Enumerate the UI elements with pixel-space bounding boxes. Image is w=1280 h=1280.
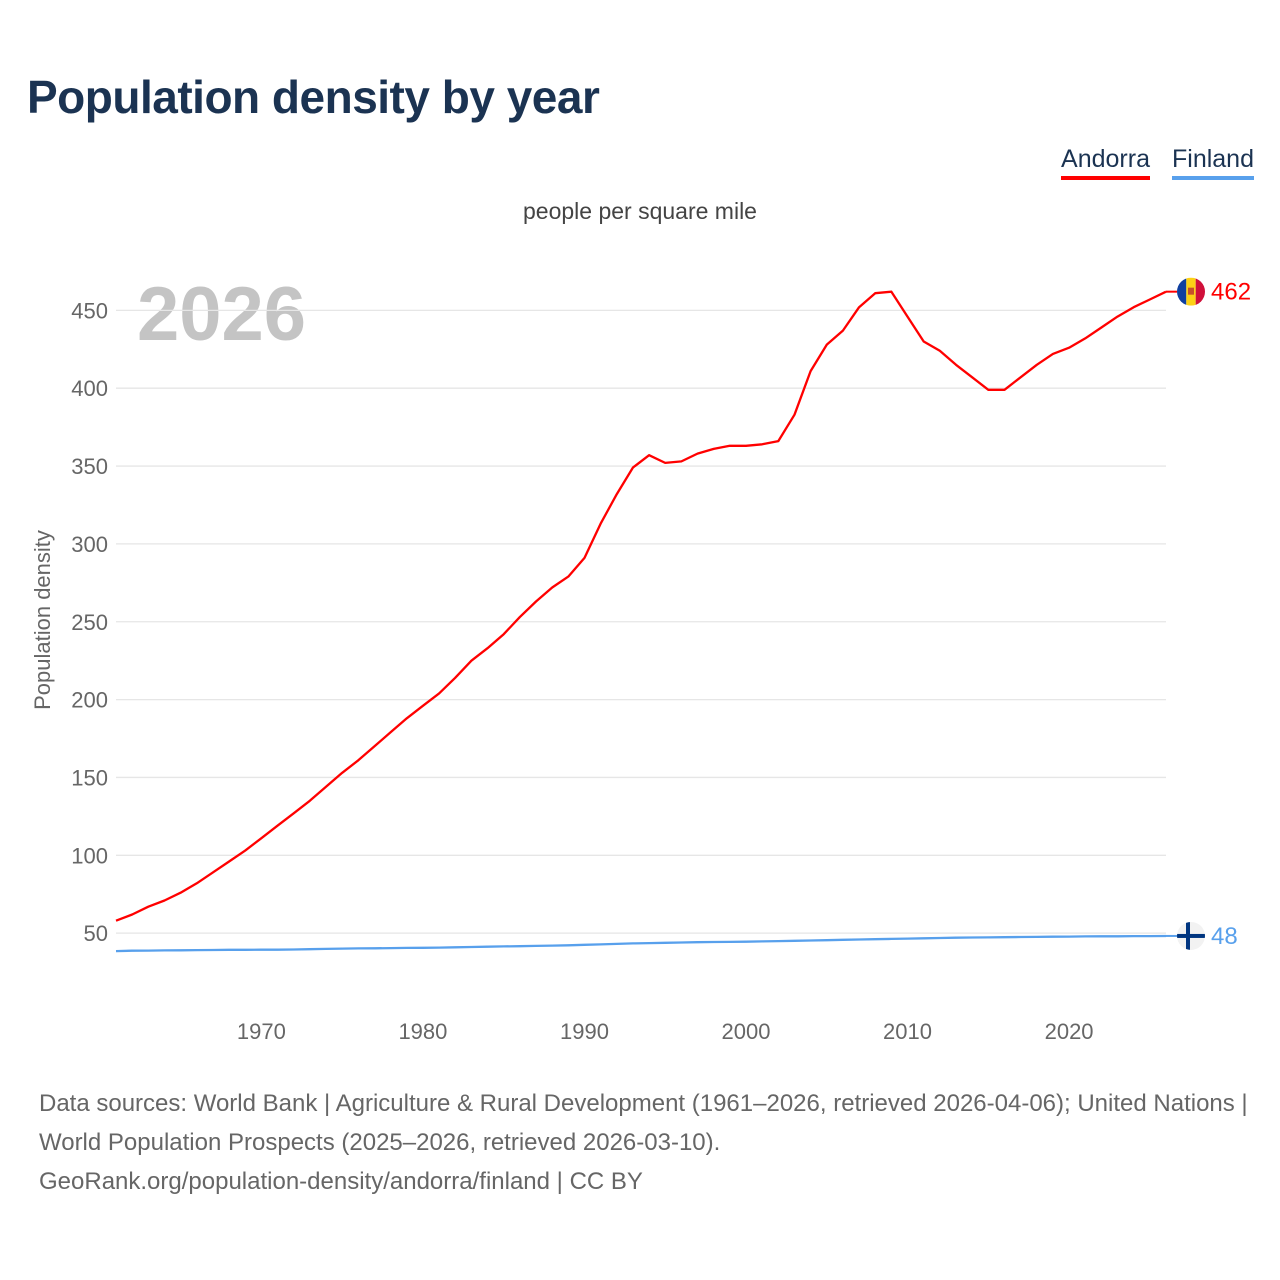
series-line-andorra <box>115 290 1167 922</box>
y-tick-label: 50 <box>84 921 108 946</box>
andorra-flag-icon <box>1177 277 1205 306</box>
y-tick-label: 350 <box>71 454 108 479</box>
y-tick-label: 100 <box>71 843 108 868</box>
series-line-finland <box>115 934 1167 953</box>
flag-cross <box>1186 921 1190 950</box>
y-tick-label: 150 <box>71 765 108 790</box>
flag-emblem <box>1188 287 1194 295</box>
y-tick-label: 400 <box>71 376 108 401</box>
x-tick-label: 1980 <box>398 1019 447 1044</box>
y-axis-title: Population density <box>30 530 55 710</box>
end-value-label: 48 <box>1211 923 1238 950</box>
x-tick-label: 2010 <box>883 1019 932 1044</box>
source-link[interactable]: GeoRank.org/population-density/andorra/f… <box>39 1168 643 1195</box>
legend: Andorra Finland <box>1061 145 1254 180</box>
x-tick-label: 2000 <box>722 1019 771 1044</box>
legend-item-finland[interactable]: Finland <box>1172 145 1254 180</box>
line-chart: 2026 50 100 150 200 250 300 350 400 450 1970 1980 19… <box>30 272 1251 1044</box>
chart-subtitle: people per square mile <box>523 198 757 224</box>
page-title: Population density by year <box>27 71 600 123</box>
footer: Data sources: World Bank | Agriculture &… <box>39 1084 1249 1201</box>
flag-stripe <box>1195 277 1205 306</box>
y-tick-label: 200 <box>71 688 108 713</box>
year-watermark: 2026 <box>137 272 306 357</box>
y-tick-label: 450 <box>71 298 108 323</box>
x-tick-label: 1970 <box>237 1019 286 1044</box>
legend-item-andorra[interactable]: Andorra <box>1061 145 1150 180</box>
y-tick-label: 300 <box>71 532 108 557</box>
y-tick-label: 250 <box>71 610 108 635</box>
x-tick-label: 1990 <box>560 1019 609 1044</box>
flag-stripe <box>1177 277 1187 306</box>
end-value-label: 462 <box>1211 279 1251 306</box>
flag-cross <box>1177 933 1205 938</box>
finland-flag-icon <box>1177 921 1205 950</box>
x-tick-label: 2020 <box>1045 1019 1094 1044</box>
data-sources: Data sources: World Bank | Agriculture &… <box>39 1090 1248 1156</box>
